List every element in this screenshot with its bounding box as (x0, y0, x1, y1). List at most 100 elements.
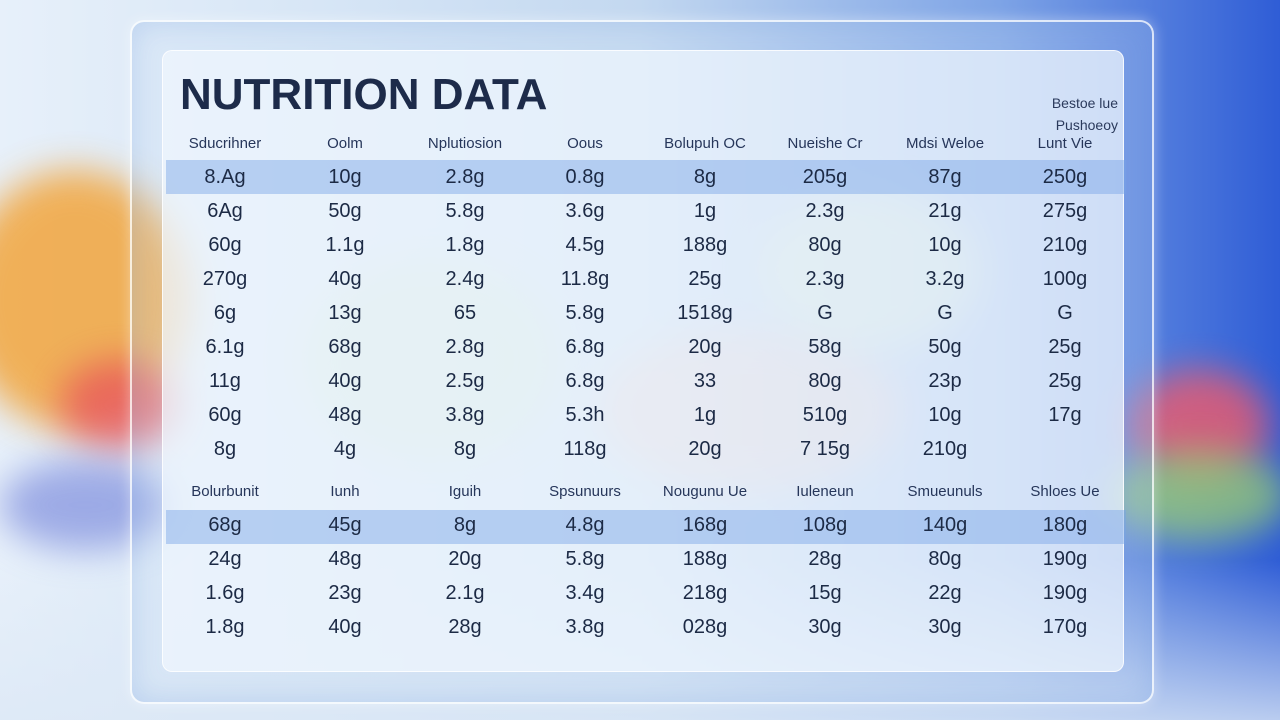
table-cell: 5.8g (445, 199, 485, 222)
background-fruit-blue (0, 460, 170, 550)
column-header: Iguih (448, 482, 482, 500)
table-cell: 4.5g (565, 233, 605, 256)
table-cell: 2.4g (445, 267, 485, 290)
table-cell: 180g (1042, 513, 1088, 536)
table-cell: 40g (328, 369, 362, 392)
table-cell: 190g (1042, 547, 1088, 570)
data-panel (162, 50, 1124, 672)
table-cell: 23g (328, 581, 362, 604)
corner-note-line-2: Pushoeoy (1055, 117, 1118, 133)
table-cell: 20g (688, 335, 722, 358)
table-cell: 24g (208, 547, 242, 570)
table-cell: 218g (682, 581, 728, 604)
table-cell: 10g (928, 233, 962, 256)
table-cell: 10g (928, 403, 962, 426)
table-cell: 140g (922, 513, 968, 536)
column-header: Shloes Ue (1030, 482, 1100, 500)
table-cell: 65 (453, 301, 477, 324)
corner-note-line-1: Bestoe lue (1051, 95, 1118, 111)
table-cell: 17g (1048, 403, 1082, 426)
column-header: Nueishe Cr (787, 134, 863, 152)
table-cell: 21g (928, 199, 962, 222)
table-cell: 20g (448, 547, 482, 570)
table-cell: 1.1g (325, 233, 365, 256)
table-cell: 25g (688, 267, 722, 290)
column-header: Sducrihner (188, 134, 262, 152)
table-row: 8.Ag 10g 2.8g 0.8g 8g 205g 87g 250g (165, 160, 1125, 194)
highlight-row-bar (166, 160, 1126, 194)
table-row: 270g 40g 2.4g 11.8g 25g 2.3g 3.2g 100g (165, 262, 1125, 296)
column-header: Mdsi Weloe (905, 134, 985, 152)
table-cell: 3.4g (565, 581, 605, 604)
column-header: Smueunuls (907, 482, 983, 500)
table-cell: 6.8g (565, 369, 605, 392)
table-cell: 1g (693, 199, 717, 222)
table-cell: 8g (453, 513, 477, 536)
table-cell: 11g (209, 369, 241, 392)
table-cell: 28g (808, 547, 842, 570)
table-cell: 28g (448, 615, 482, 638)
column-header: Spsunuurs (549, 482, 621, 500)
column-header: Bolupuh OC (664, 134, 746, 152)
column-header: Lunt Vie (1037, 134, 1093, 152)
column-header: Iunh (330, 482, 360, 500)
table-cell: 8.Ag (204, 165, 246, 188)
page-title: NUTRITION DATA (180, 70, 548, 119)
table-cell: 170g (1042, 615, 1088, 638)
table-cell: 2.5g (445, 369, 485, 392)
table-cell: 5.8g (565, 301, 605, 324)
table-cell: 11.8g (560, 267, 610, 290)
table-cell: 80g (808, 369, 842, 392)
table-cell: 275g (1042, 199, 1088, 222)
table-row: 8g 4g 8g 118g 20g 7 15g 210g (165, 432, 1125, 466)
table-row: 6Ag 50g 5.8g 3.6g 1g 2.3g 21g 275g (165, 194, 1125, 228)
table-cell: 6g (213, 301, 237, 324)
table-cell: 270g (202, 267, 248, 290)
column-header: Nplutiosion (427, 134, 503, 152)
table-cell: 168g (682, 513, 728, 536)
table-cell: 10g (328, 165, 362, 188)
table-cell: 40g (328, 267, 362, 290)
table-cell: 3.8g (445, 403, 485, 426)
table-row: 1.8g 40g 28g 3.8g 028g 30g 30g 170g (165, 610, 1125, 644)
table-cell: 2.3g (805, 199, 845, 222)
table-cell: 8g (453, 437, 477, 460)
table-cell: 48g (328, 547, 362, 570)
table-cell: 8g (693, 165, 717, 188)
table-cell: 6.8g (565, 335, 605, 358)
table-cell: 1g (693, 403, 717, 426)
table-row: 11g 40g 2.5g 6.8g 33 80g 23p 25g (165, 364, 1125, 398)
table-cell: G (817, 301, 833, 324)
table-row: 6.1g 68g 2.8g 6.8g 20g 58g 50g 25g (165, 330, 1125, 364)
column-header: Nougunu Ue (662, 482, 748, 500)
table-cell: 15g (808, 581, 842, 604)
table-cell: 1.8g (205, 615, 245, 638)
table-cell: 8g (213, 437, 237, 460)
nutrition-table-bottom: Bolurbunit Iunh Iguih Spsunuurs Nougunu … (165, 474, 1125, 644)
table-cell: 25g (1048, 335, 1082, 358)
table-cell: 3.2g (925, 267, 965, 290)
table-cell: 4.8g (565, 513, 605, 536)
table-cell: 80g (928, 547, 962, 570)
table-cell: 58g (808, 335, 842, 358)
table-cell: 100g (1042, 267, 1088, 290)
column-header: Bolurbunit (191, 482, 259, 500)
table-cell: 80g (808, 233, 842, 256)
nutrition-table-top: Sducrihner Oolm Nplutiosion Oous Bolupuh… (165, 126, 1125, 466)
column-header: Iuleneun (796, 482, 854, 500)
table-cell: 028g (682, 615, 728, 638)
table-header-row: Bolurbunit Iunh Iguih Spsunuurs Nougunu … (165, 474, 1125, 508)
table-cell: 20g (688, 437, 722, 460)
table-cell: 68g (208, 513, 242, 536)
table-cell: 25g (1048, 369, 1082, 392)
table-cell: 50g (328, 199, 362, 222)
table-row: 1.6g 23g 2.1g 3.4g 218g 15g 22g 190g (165, 576, 1125, 610)
table-cell: 3.8g (565, 615, 605, 638)
table-cell: 2.8g (445, 165, 485, 188)
table-cell: 60g (208, 233, 242, 256)
table-cell: 60g (208, 403, 242, 426)
table-row: 6g 13g 65 5.8g 1518g G G G (165, 296, 1125, 330)
table-cell: 510g (802, 403, 848, 426)
table-cell: 40g (328, 615, 362, 638)
column-header: Oolm (327, 134, 363, 152)
